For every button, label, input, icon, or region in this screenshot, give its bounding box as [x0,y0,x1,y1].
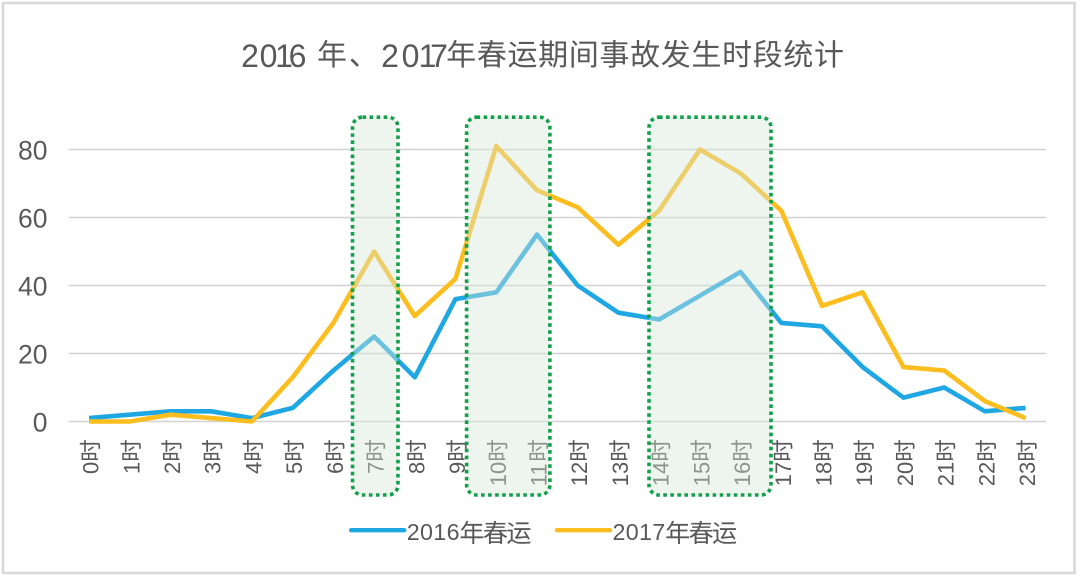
svg-text:1: 1 [419,38,437,74]
svg-text:23: 23 [1015,462,1040,486]
svg-text:20: 20 [18,339,47,369]
svg-text:0: 0 [33,407,48,437]
svg-text:2: 2 [241,38,259,74]
svg-text:16: 16 [730,462,755,486]
svg-text:10: 10 [486,462,511,486]
svg-text:12: 12 [567,462,592,486]
svg-text:20: 20 [893,462,918,486]
svg-text:14: 14 [649,462,674,486]
svg-text:21: 21 [934,462,959,486]
svg-text:3: 3 [201,462,226,474]
svg-text:1: 1 [119,462,144,474]
svg-text:0: 0 [402,38,420,74]
svg-text:15: 15 [689,462,714,486]
svg-text:4: 4 [241,462,266,474]
svg-text:2: 2 [381,38,399,74]
svg-text:1: 1 [275,38,293,74]
svg-text:40: 40 [18,271,47,301]
svg-text:17: 17 [771,462,796,486]
svg-text:7: 7 [430,38,448,74]
svg-text:6: 6 [323,462,348,474]
svg-text:8: 8 [404,462,429,474]
svg-text:0: 0 [79,462,104,474]
svg-text:2017: 2017 [613,519,666,545]
svg-text:22: 22 [974,462,999,486]
svg-text:2: 2 [160,462,185,474]
svg-text:7: 7 [364,462,389,474]
svg-text:6: 6 [289,38,307,74]
svg-text:60: 60 [18,203,47,233]
svg-text:18: 18 [812,462,837,486]
svg-text:13: 13 [608,462,633,486]
svg-text:19: 19 [852,462,877,486]
svg-text:0: 0 [260,38,278,74]
svg-text:80: 80 [18,135,47,165]
svg-text:2016: 2016 [407,519,460,545]
svg-text:5: 5 [282,462,307,474]
svg-text:11: 11 [526,463,551,486]
svg-text:9: 9 [445,462,470,474]
